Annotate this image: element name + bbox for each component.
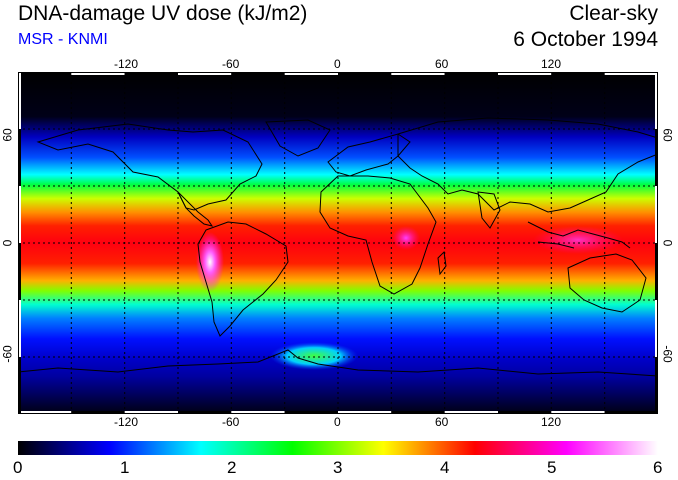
right-lat-tick: 0	[660, 239, 675, 247]
bottom-lon-tick: 120	[541, 415, 562, 429]
frame-ticks	[18, 72, 658, 414]
indonesia-high-dose-spot	[533, 226, 623, 254]
bottom-lon-tick: 60	[435, 415, 449, 429]
antarctic-peninsula-spot	[270, 342, 358, 370]
top-lon-tick: -120	[114, 57, 139, 71]
map-frame	[18, 72, 658, 414]
left-lat-tick: 0	[0, 239, 15, 247]
africa-high-dose-spot	[392, 226, 420, 250]
uv-dose-map	[18, 72, 658, 414]
color-scale-label: 3	[333, 458, 343, 477]
bottom-lon-tick: 0	[334, 415, 341, 429]
sky-condition-label: Clear-sky	[569, 2, 658, 25]
color-scale-label: 5	[547, 458, 557, 477]
bottom-lon-tick: -120	[114, 415, 139, 429]
top-lon-tick: 120	[541, 57, 562, 71]
color-scale-label: 6	[653, 458, 663, 477]
color-scale-label: 0	[13, 458, 23, 477]
top-lon-tick: 60	[435, 57, 449, 71]
bottom-lon-tick: -60	[222, 415, 240, 429]
left-lat-tick: 60	[0, 128, 15, 142]
graticule	[18, 72, 658, 414]
coastlines	[18, 117, 658, 377]
map-title: DNA-damage UV dose (kJ/m2)	[18, 2, 308, 25]
uv-dose-map-svg	[18, 72, 658, 414]
date-label: 6 October 1994	[513, 28, 658, 51]
andes-high-dose-spot	[196, 232, 224, 292]
top-lon-tick: 0	[334, 57, 341, 71]
right-lat-tick: -60	[660, 345, 675, 363]
left-lat-tick: -60	[0, 345, 15, 363]
color-scale-label: 1	[120, 458, 130, 477]
color-scale-bar	[18, 441, 658, 455]
color-scale-label: 4	[440, 458, 450, 477]
right-lat-tick: 60	[660, 128, 675, 142]
top-lon-tick: -60	[222, 57, 240, 71]
data-source-label: MSR - KNMI	[18, 31, 108, 48]
color-scale-label: 2	[227, 458, 237, 477]
